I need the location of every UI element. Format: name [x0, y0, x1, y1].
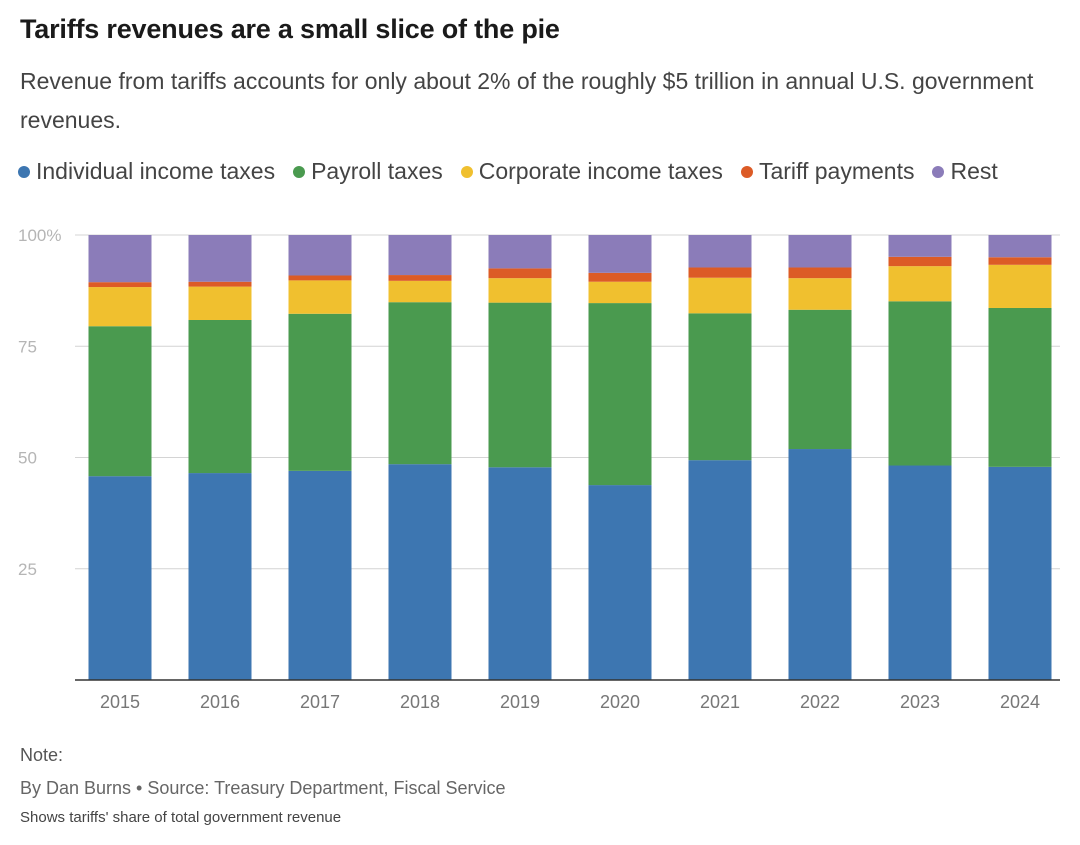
- bar-segment: [888, 266, 952, 302]
- bar-segment: [288, 280, 352, 314]
- note-label: Note:: [20, 745, 64, 765]
- bar-segment: [588, 235, 652, 273]
- legend-item: Tariff payments: [740, 158, 915, 185]
- bar-segment: [988, 235, 1052, 258]
- bar-segment: [488, 268, 552, 279]
- bar-segment: [888, 235, 952, 257]
- bar-segment: [188, 319, 252, 474]
- bar-segment: [88, 326, 152, 477]
- x-tick-label: 2021: [700, 692, 740, 712]
- x-tick-label: 2019: [500, 692, 540, 712]
- bar-segment: [488, 278, 552, 303]
- bar-segment: [188, 281, 252, 287]
- bar-segment: [888, 256, 952, 267]
- legend-swatch: [18, 165, 30, 178]
- bar-segment: [488, 467, 552, 680]
- legend-item: Payroll taxes: [293, 158, 443, 185]
- bar-segment: [788, 449, 852, 680]
- legend-label: Payroll taxes: [311, 158, 443, 184]
- legend-item: Rest: [932, 158, 998, 185]
- legend-swatch: [293, 165, 306, 178]
- bar-segment: [88, 476, 152, 680]
- legend-swatch: [932, 165, 945, 178]
- bar-segment: [988, 466, 1052, 680]
- bar-segment: [188, 473, 252, 680]
- legend-label: Rest: [950, 158, 998, 184]
- bar-segment: [88, 287, 152, 327]
- bar-segment: [388, 235, 452, 276]
- bar-segment: [88, 235, 152, 283]
- bar-segment: [588, 485, 652, 680]
- bar-segment: [288, 275, 352, 281]
- legend-swatch: [740, 165, 753, 178]
- y-tick-label: 50: [18, 449, 37, 468]
- bar-segment: [788, 267, 852, 279]
- legend-item: Corporate income taxes: [460, 158, 723, 185]
- bar-segment: [488, 302, 552, 468]
- stacked-bar-chart: 25 50 75 100% 2015 2016 2017 2018 2019 2020 2021 20…: [18, 226, 1060, 712]
- bar-segment: [688, 267, 752, 278]
- chart-subtitle: Revenue from tariffs accounts for only a…: [20, 68, 1034, 133]
- byline-source: By Dan Burns • Source: Treasury Departme…: [20, 778, 506, 798]
- bar-segment: [588, 303, 652, 486]
- bar-segment: [388, 302, 452, 465]
- x-tick-label: 2018: [400, 692, 440, 712]
- bar-segment: [288, 313, 352, 471]
- bar-segment: [688, 460, 752, 680]
- bar-segment: [388, 464, 452, 680]
- x-tick-label: 2022: [800, 692, 840, 712]
- bar-segment: [988, 264, 1052, 308]
- bar-segment: [188, 286, 252, 320]
- bar-segment: [688, 277, 752, 314]
- footnote: Shows tariffs' share of total government…: [20, 809, 342, 826]
- bar-segment: [988, 257, 1052, 265]
- x-tick-label: 2023: [900, 692, 940, 712]
- bar-segment: [288, 470, 352, 680]
- y-tick-label: 75: [18, 337, 37, 356]
- bar-segment: [488, 235, 552, 269]
- x-tick-label: 2017: [300, 692, 340, 712]
- legend: Individual income taxes Payroll taxes Corp…: [18, 158, 998, 185]
- bar-segment: [788, 235, 852, 268]
- y-tick-label: 25: [18, 560, 37, 579]
- legend-label: Corporate income taxes: [478, 158, 723, 184]
- chart-title: Tariffs revenues are a small slice of th…: [20, 14, 560, 44]
- bar-segment: [388, 280, 452, 303]
- legend-label: Individual income taxes: [36, 158, 276, 184]
- bar-segment: [888, 465, 952, 680]
- bar-segment: [688, 313, 752, 461]
- bar-segment: [388, 275, 452, 281]
- bar-segment: [288, 235, 352, 276]
- bar-segment: [188, 235, 252, 282]
- bar-segment: [88, 282, 152, 288]
- bar-segment: [588, 281, 652, 304]
- legend-label: Tariff payments: [758, 158, 915, 184]
- bar-segment: [888, 301, 952, 466]
- legend-item: Individual income taxes: [18, 158, 275, 185]
- bar-segment: [588, 272, 652, 282]
- x-tick-label: 2015: [100, 692, 140, 712]
- bar-segment: [988, 307, 1052, 467]
- legend-swatch: [460, 165, 473, 178]
- bar-segment: [788, 278, 852, 310]
- bar-segment: [788, 309, 852, 450]
- x-tick-label: 2016: [200, 692, 240, 712]
- y-tick-label: 100%: [18, 226, 61, 245]
- x-tick-label: 2020: [600, 692, 640, 712]
- bar-segment: [688, 235, 752, 268]
- x-tick-label: 2024: [1000, 692, 1040, 712]
